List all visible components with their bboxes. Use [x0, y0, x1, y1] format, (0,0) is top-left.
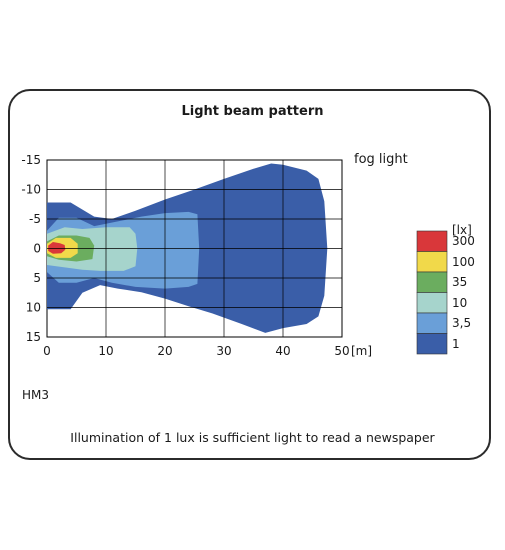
x-tick-layer: 0 10 20 30 40 50 [m] — [43, 344, 372, 358]
x-tick-label: 0 — [43, 344, 51, 358]
y-tick-label: -5 — [29, 212, 41, 226]
legend-swatch-layer — [416, 230, 448, 355]
legend-label: 300 — [452, 234, 475, 248]
y-tick-label: 5 — [33, 271, 41, 285]
series-label: fog light — [354, 152, 408, 167]
y-tick-layer: -15 -10 -5 0 5 10 15 — [21, 153, 41, 344]
grid-layer — [47, 160, 342, 337]
footnote: Illumination of 1 lux is sufficient ligh… — [70, 430, 435, 445]
y-tick-label: -10 — [21, 183, 41, 197]
legend-swatch-10 — [416, 292, 448, 314]
x-tick-label: 20 — [157, 344, 172, 358]
legend-unit: [lx] — [452, 223, 472, 237]
legend-label: 10 — [452, 295, 468, 310]
legend-swatch-100 — [416, 251, 448, 273]
x-tick-label: 30 — [216, 344, 231, 358]
contour-300-lx — [48, 242, 66, 254]
legend-swatch-1 — [416, 333, 448, 355]
legend-swatch-300 — [416, 230, 448, 252]
legend-swatch-3,5 — [416, 312, 448, 334]
y-tick-label: 0 — [33, 242, 41, 256]
x-tick-label: 10 — [98, 344, 113, 358]
legend-label: 100 — [452, 254, 475, 269]
y-tick-label: -15 — [21, 153, 41, 167]
legend-label: 35 — [452, 275, 468, 289]
legend-swatch-35 — [416, 271, 448, 293]
x-tick-label: 40 — [275, 344, 290, 358]
legend-label: 1 — [452, 336, 460, 351]
y-tick-label: 10 — [26, 301, 41, 315]
chart-title: Light beam pattern — [181, 104, 324, 119]
model-label: HM3 — [22, 388, 50, 402]
y-tick-label: 15 — [26, 330, 41, 344]
x-tick-label: 50 — [334, 344, 349, 358]
legend-label: 3,5 — [452, 316, 472, 330]
x-axis-unit: [m] — [351, 344, 372, 358]
